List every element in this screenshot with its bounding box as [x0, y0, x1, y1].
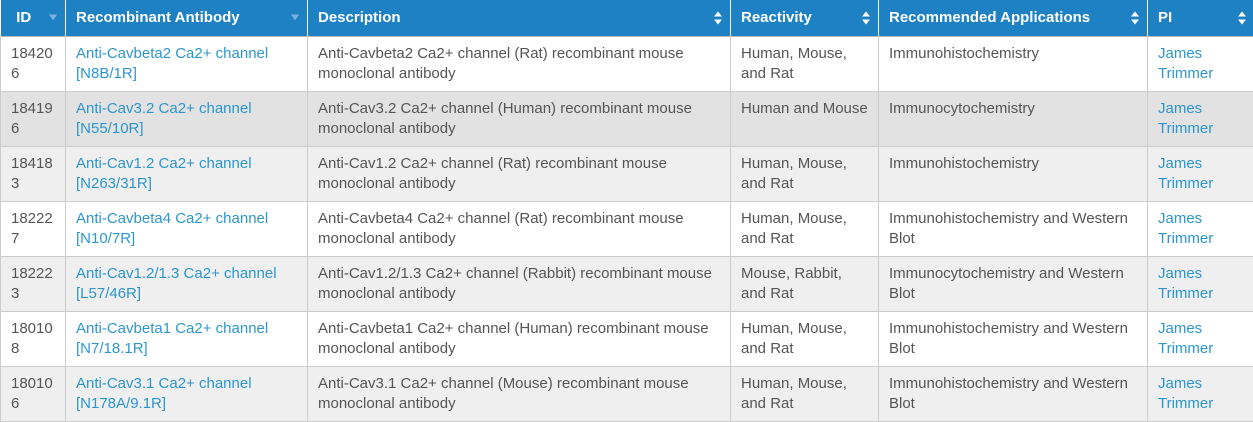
column-header-description[interactable]: Description	[308, 0, 731, 36]
cell-pi: James Trimmer	[1148, 366, 1253, 421]
column-header-pi[interactable]: PI	[1148, 0, 1253, 36]
cell-applications: Immunohistochemistry	[879, 146, 1148, 201]
cell-applications: Immunohistochemistry	[879, 36, 1148, 91]
column-label: Description	[318, 9, 401, 26]
column-label: Recommended Applications	[889, 9, 1090, 26]
cell-description: Anti-Cavbeta2 Ca2+ channel (Rat) recombi…	[308, 36, 731, 91]
cell-id: 184196	[1, 91, 66, 146]
sort-desc-icon	[291, 11, 300, 24]
cell-description: Anti-Cav1.2 Ca2+ channel (Rat) recombina…	[308, 146, 731, 201]
cell-description: Anti-Cav3.2 Ca2+ channel (Human) recombi…	[308, 91, 731, 146]
table-header: ID Recombinant Antibody Description Reac…	[1, 0, 1253, 36]
table-row: 184206 Anti-Cavbeta2 Ca2+ channel [N8B/1…	[1, 36, 1253, 91]
cell-antibody: Anti-Cav1.2/1.3 Ca2+ channel [L57/46R]	[66, 256, 308, 311]
antibody-link[interactable]: Anti-Cavbeta2 Ca2+ channel [N8B/1R]	[76, 45, 268, 82]
table-row: 184196 Anti-Cav3.2 Ca2+ channel [N55/10R…	[1, 91, 1253, 146]
cell-id: 182223	[1, 256, 66, 311]
cell-id: 184206	[1, 36, 66, 91]
table-row: 182223 Anti-Cav1.2/1.3 Ca2+ channel [L57…	[1, 256, 1253, 311]
pi-link[interactable]: James Trimmer	[1158, 320, 1213, 357]
antibody-link[interactable]: Anti-Cavbeta1 Ca2+ channel [N7/18.1R]	[76, 320, 268, 357]
cell-applications: Immunohistochemistry and Western Blot	[879, 311, 1148, 366]
cell-pi: James Trimmer	[1148, 256, 1253, 311]
pi-link[interactable]: James Trimmer	[1158, 375, 1213, 412]
pi-link[interactable]: James Trimmer	[1158, 45, 1213, 82]
sort-both-icon	[1238, 11, 1247, 24]
sort-desc-icon	[49, 11, 58, 24]
cell-reactivity: Human and Mouse	[731, 91, 879, 146]
table-row: 180108 Anti-Cavbeta1 Ca2+ channel [N7/18…	[1, 311, 1253, 366]
cell-pi: James Trimmer	[1148, 311, 1253, 366]
table-row: 182227 Anti-Cavbeta4 Ca2+ channel [N10/7…	[1, 201, 1253, 256]
cell-description: Anti-Cavbeta1 Ca2+ channel (Human) recom…	[308, 311, 731, 366]
cell-pi: James Trimmer	[1148, 201, 1253, 256]
sort-both-icon	[714, 11, 723, 24]
cell-reactivity: Human, Mouse, and Rat	[731, 201, 879, 256]
cell-antibody: Anti-Cavbeta4 Ca2+ channel [N10/7R]	[66, 201, 308, 256]
table-row: 184183 Anti-Cav1.2 Ca2+ channel [N263/31…	[1, 146, 1253, 201]
cell-id: 182227	[1, 201, 66, 256]
cell-reactivity: Human, Mouse, and Rat	[731, 366, 879, 421]
sort-both-icon	[862, 11, 871, 24]
pi-link[interactable]: James Trimmer	[1158, 265, 1213, 302]
antibody-link[interactable]: Anti-Cav3.2 Ca2+ channel [N55/10R]	[76, 100, 252, 137]
cell-antibody: Anti-Cavbeta2 Ca2+ channel [N8B/1R]	[66, 36, 308, 91]
antibody-link[interactable]: Anti-Cav1.2 Ca2+ channel [N263/31R]	[76, 155, 252, 192]
cell-id: 180108	[1, 311, 66, 366]
pi-link[interactable]: James Trimmer	[1158, 155, 1213, 192]
cell-description: Anti-Cav3.1 Ca2+ channel (Mouse) recombi…	[308, 366, 731, 421]
cell-description: Anti-Cav1.2/1.3 Ca2+ channel (Rabbit) re…	[308, 256, 731, 311]
column-header-id[interactable]: ID	[1, 0, 66, 36]
column-label: Recombinant Antibody	[76, 9, 240, 26]
cell-id: 180106	[1, 366, 66, 421]
cell-description: Anti-Cavbeta4 Ca2+ channel (Rat) recombi…	[308, 201, 731, 256]
table-row: 180106 Anti-Cav3.1 Ca2+ channel [N178A/9…	[1, 366, 1253, 421]
sort-both-icon	[1131, 11, 1140, 24]
cell-pi: James Trimmer	[1148, 91, 1253, 146]
table-body: 184206 Anti-Cavbeta2 Ca2+ channel [N8B/1…	[1, 36, 1253, 421]
cell-pi: James Trimmer	[1148, 146, 1253, 201]
antibody-link[interactable]: Anti-Cav3.1 Ca2+ channel [N178A/9.1R]	[76, 375, 252, 412]
pi-link[interactable]: James Trimmer	[1158, 100, 1213, 137]
cell-pi: James Trimmer	[1148, 36, 1253, 91]
cell-reactivity: Human, Mouse, and Rat	[731, 36, 879, 91]
table-header-row: ID Recombinant Antibody Description Reac…	[1, 0, 1253, 36]
antibody-link[interactable]: Anti-Cav1.2/1.3 Ca2+ channel [L57/46R]	[76, 265, 277, 302]
cell-reactivity: Mouse, Rabbit, and Rat	[731, 256, 879, 311]
cell-antibody: Anti-Cav3.2 Ca2+ channel [N55/10R]	[66, 91, 308, 146]
column-label: ID	[16, 9, 31, 26]
antibody-link[interactable]: Anti-Cavbeta4 Ca2+ channel [N10/7R]	[76, 210, 268, 247]
column-header-recommended-applications[interactable]: Recommended Applications	[879, 0, 1148, 36]
cell-applications: Immunocytochemistry	[879, 91, 1148, 146]
cell-reactivity: Human, Mouse, and Rat	[731, 311, 879, 366]
cell-applications: Immunohistochemistry and Western Blot	[879, 366, 1148, 421]
cell-applications: Immunohistochemistry and Western Blot	[879, 201, 1148, 256]
pi-link[interactable]: James Trimmer	[1158, 210, 1213, 247]
column-header-recombinant-antibody[interactable]: Recombinant Antibody	[66, 0, 308, 36]
cell-applications: Immunocytochemistry and Western Blot	[879, 256, 1148, 311]
cell-antibody: Anti-Cavbeta1 Ca2+ channel [N7/18.1R]	[66, 311, 308, 366]
cell-antibody: Anti-Cav3.1 Ca2+ channel [N178A/9.1R]	[66, 366, 308, 421]
column-label: PI	[1158, 9, 1172, 26]
cell-antibody: Anti-Cav1.2 Ca2+ channel [N263/31R]	[66, 146, 308, 201]
column-label: Reactivity	[741, 9, 812, 26]
cell-reactivity: Human, Mouse, and Rat	[731, 146, 879, 201]
column-header-reactivity[interactable]: Reactivity	[731, 0, 879, 36]
cell-id: 184183	[1, 146, 66, 201]
